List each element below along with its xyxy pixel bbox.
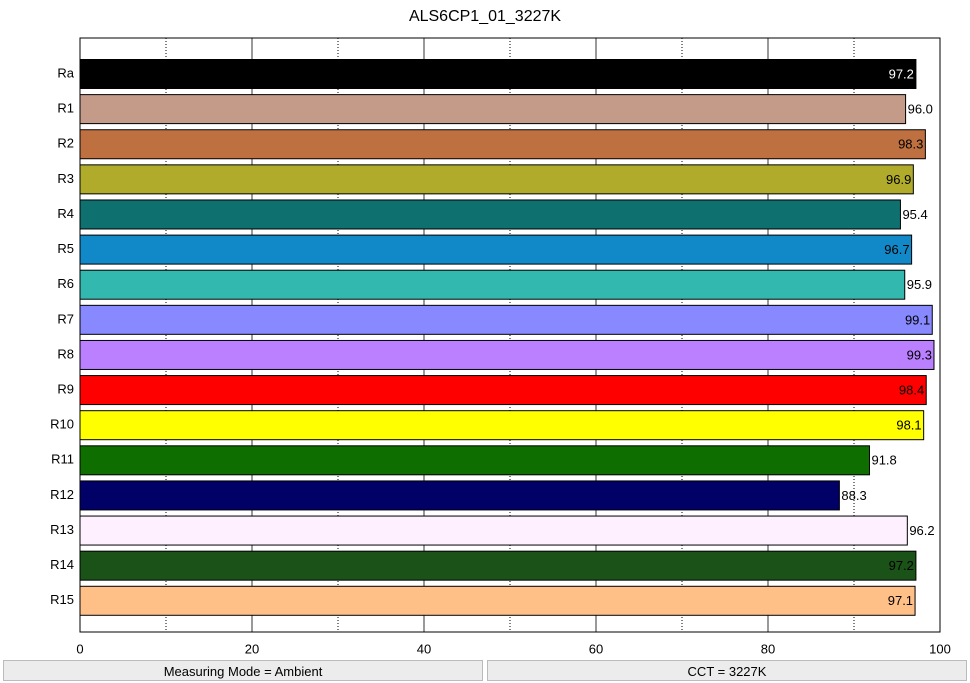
value-label: 96.2 (909, 523, 934, 538)
value-label: 98.1 (896, 418, 921, 433)
y-tick-label: Ra (57, 65, 74, 80)
y-tick-label: R11 (51, 452, 74, 467)
value-label: 98.4 (899, 383, 924, 398)
value-label: 96.9 (886, 172, 911, 187)
value-label: 96.7 (884, 242, 909, 257)
bar (79, 550, 917, 581)
x-tick-label: 20 (245, 641, 259, 656)
bar (79, 94, 907, 125)
value-label: 99.3 (907, 347, 932, 362)
value-label: 97.2 (889, 66, 914, 81)
bar (79, 410, 925, 441)
bar (79, 304, 933, 335)
bar (79, 129, 926, 160)
y-tick-label: R10 (50, 417, 74, 432)
status-right: CCT = 3227K (487, 660, 967, 681)
y-tick-label: R4 (57, 206, 74, 221)
bar (79, 445, 870, 476)
y-tick-label: R14 (50, 557, 74, 572)
status-left: Measuring Mode = Ambient (3, 660, 483, 681)
bar (79, 480, 840, 511)
y-tick-label: R2 (57, 136, 74, 151)
y-tick-label: R13 (50, 522, 74, 537)
y-tick-label: R15 (50, 592, 74, 607)
bar (79, 585, 916, 616)
bar (79, 269, 906, 300)
bar (79, 59, 917, 89)
value-label: 97.1 (888, 593, 913, 608)
y-tick-label: R1 (57, 101, 74, 116)
chart: ALS6CP1_01_3227K 0 20 40 60 80 100 Ra 97.2 R1 96.… (50, 8, 951, 656)
x-tick-label: 0 (76, 641, 83, 656)
y-tick-label: R7 (57, 311, 74, 326)
chart-title: ALS6CP1_01_3227K (409, 8, 561, 25)
x-tick-label: 80 (761, 641, 775, 656)
bar (79, 339, 935, 370)
value-label: 98.3 (898, 137, 923, 152)
y-tick-label: R9 (57, 382, 74, 397)
bar (79, 234, 913, 265)
bar (79, 164, 914, 195)
x-tick-label: 40 (417, 641, 431, 656)
value-label: 97.2 (889, 558, 914, 573)
bar (79, 199, 901, 230)
x-tick-label: 60 (589, 641, 603, 656)
value-label: 88.3 (841, 488, 866, 503)
y-tick-label: R5 (57, 241, 74, 256)
y-tick-label: R3 (57, 171, 74, 186)
value-label: 91.8 (871, 453, 896, 468)
value-label: 95.9 (907, 277, 932, 292)
bar (79, 515, 908, 546)
y-tick-label: R6 (57, 276, 74, 291)
value-label: 95.4 (902, 207, 927, 222)
bar (79, 375, 927, 406)
x-tick-label: 100 (929, 641, 951, 656)
y-tick-label: R12 (50, 487, 74, 502)
value-label: 99.1 (905, 312, 930, 327)
value-label: 96.0 (908, 102, 933, 117)
y-tick-label: R8 (57, 346, 74, 361)
